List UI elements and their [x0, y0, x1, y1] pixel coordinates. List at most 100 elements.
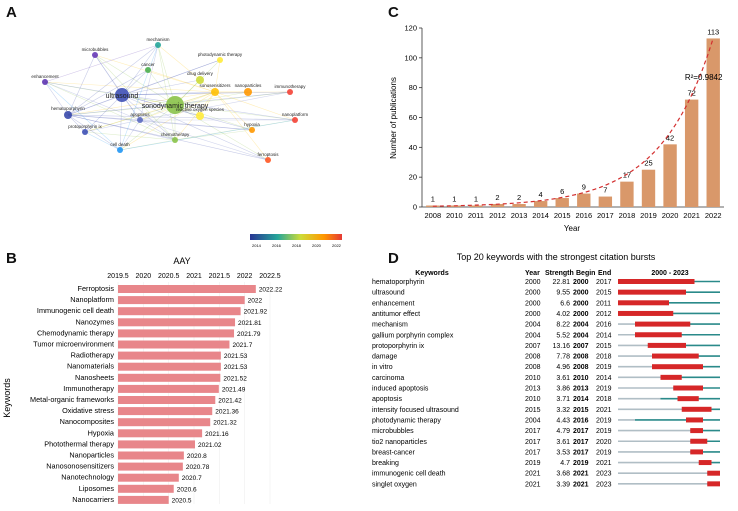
- aay-keyword-label: Tumor microenvironment: [33, 340, 114, 349]
- network-link: [199, 91, 216, 117]
- burst-bar: [677, 396, 699, 402]
- network-node-label: reactive oxygen species: [176, 107, 225, 112]
- burst-year: 2015: [525, 407, 541, 414]
- aay-value-label: 2021.7: [232, 342, 252, 349]
- network-link: [174, 91, 216, 141]
- x-tick-label: 2015: [554, 211, 571, 220]
- network-link: [67, 114, 296, 121]
- header-strength: Strength: [545, 270, 574, 277]
- burst-keyword: damage: [372, 354, 397, 361]
- panel-d-citation-bursts: D Top 20 keywords with the strongest cit…: [370, 248, 738, 506]
- network-link: [147, 69, 216, 93]
- network-link: [67, 114, 176, 141]
- aay-value-label: 2021.16: [205, 431, 229, 438]
- burst-end: 2019: [596, 364, 612, 371]
- burst-keyword: apoptosis: [372, 396, 402, 403]
- aay-value-label: 2020.5: [172, 497, 192, 504]
- aay-value-label: 2020.7: [182, 475, 202, 482]
- aay-value-label: 2022: [248, 298, 263, 305]
- burst-strength: 3.61: [556, 375, 570, 382]
- aay-bar: [118, 307, 241, 316]
- burst-strength: 3.53: [556, 449, 570, 456]
- network-link: [119, 119, 141, 151]
- burst-keyword: enhancement: [372, 300, 414, 307]
- year-color-legend: [250, 234, 342, 240]
- legend-year-label: 2018: [292, 243, 302, 248]
- network-link: [121, 79, 201, 96]
- network-node-label: enhancement: [31, 74, 59, 79]
- x-tick-label: 2013: [511, 211, 528, 220]
- publication-value-label: 2: [517, 193, 521, 202]
- burst-begin: 2004: [573, 332, 589, 339]
- x-tick-label: 2016: [575, 211, 592, 220]
- burst-begin: 2000: [573, 311, 589, 318]
- panel-b-letter: B: [6, 250, 17, 267]
- burst-bar: [635, 332, 682, 338]
- burst-begin: 2021: [573, 481, 589, 488]
- network-node-label: apoptosis: [130, 112, 150, 117]
- burst-strength: 13.16: [552, 343, 570, 350]
- burst-year: 2004: [525, 332, 541, 339]
- burst-bar: [673, 385, 703, 391]
- network-link: [174, 104, 253, 131]
- aay-bar: [118, 429, 203, 438]
- burst-year: 2021: [525, 481, 541, 488]
- network-node-label: ultrasound: [106, 93, 139, 100]
- burst-begin: 2017: [573, 439, 589, 446]
- network-node-label: nanoplatform: [282, 112, 309, 117]
- burst-strength: 4.96: [556, 364, 570, 371]
- aay-value-label: 2022.22: [259, 287, 283, 294]
- y-tick-label: 20: [409, 173, 417, 182]
- burst-year: 2013: [525, 386, 541, 393]
- aay-bar: [118, 351, 221, 360]
- y-tick-label: 120: [404, 24, 417, 33]
- aay-keyword-label: Immunotherapy: [63, 384, 114, 393]
- burst-keyword: microbubbles: [372, 428, 414, 435]
- publication-value-label: 25: [644, 159, 652, 168]
- burst-keyword: photodynamic therapy: [372, 417, 441, 424]
- network-link: [121, 94, 201, 117]
- aay-value-label: 2020.8: [187, 453, 207, 460]
- network-node: [42, 79, 48, 85]
- aay-bar: [118, 384, 219, 393]
- network-link: [44, 81, 216, 93]
- network-link: [94, 54, 176, 106]
- network-link: [174, 91, 249, 106]
- x-tick-label: 2020: [662, 211, 679, 220]
- x-tick-label: 2017: [597, 211, 614, 220]
- citation-burst-table: Top 20 keywords with the strongest citat…: [372, 252, 720, 488]
- header-year: Year: [525, 270, 540, 277]
- burst-end: 2014: [596, 332, 612, 339]
- aay-value-label: 2021.32: [213, 420, 237, 427]
- burst-keyword: mechanism: [372, 322, 408, 329]
- aay-tick-labels: 2019.5 2020 2020.5 2021 2021.5 2022 2022.5: [107, 273, 281, 280]
- x-tick-label: 2019: [640, 211, 657, 220]
- burst-keyword: singlet oxygen: [372, 481, 417, 488]
- network-link: [121, 94, 253, 131]
- network-link: [157, 44, 176, 106]
- x-tick-label: 2018: [619, 211, 636, 220]
- aay-value-label: 2021.81: [238, 320, 262, 327]
- publication-bar: [598, 196, 613, 207]
- network-link: [119, 44, 159, 151]
- burst-end: 2011: [596, 300, 611, 307]
- burst-end: 2023: [596, 471, 612, 478]
- network-node: [287, 89, 293, 95]
- network-link: [119, 91, 216, 151]
- burst-begin: 2000: [573, 279, 589, 286]
- publications-x-label: Year: [564, 224, 581, 233]
- publication-value-label: 4: [539, 190, 543, 199]
- burst-bar: [647, 342, 686, 348]
- aay-value-label: 2021.42: [218, 398, 242, 405]
- publication-bar: [577, 193, 591, 207]
- network-node: [166, 96, 184, 114]
- burst-keyword: induced apoptosis: [372, 386, 429, 393]
- network-node: [211, 88, 219, 96]
- network-link: [44, 81, 176, 106]
- burst-strength: 4.79: [556, 428, 570, 435]
- network-node-label: sonodynamic therapy: [142, 103, 209, 110]
- burst-begin: 2014: [573, 396, 589, 403]
- burst-end: 2023: [596, 481, 612, 488]
- network-link: [44, 44, 159, 83]
